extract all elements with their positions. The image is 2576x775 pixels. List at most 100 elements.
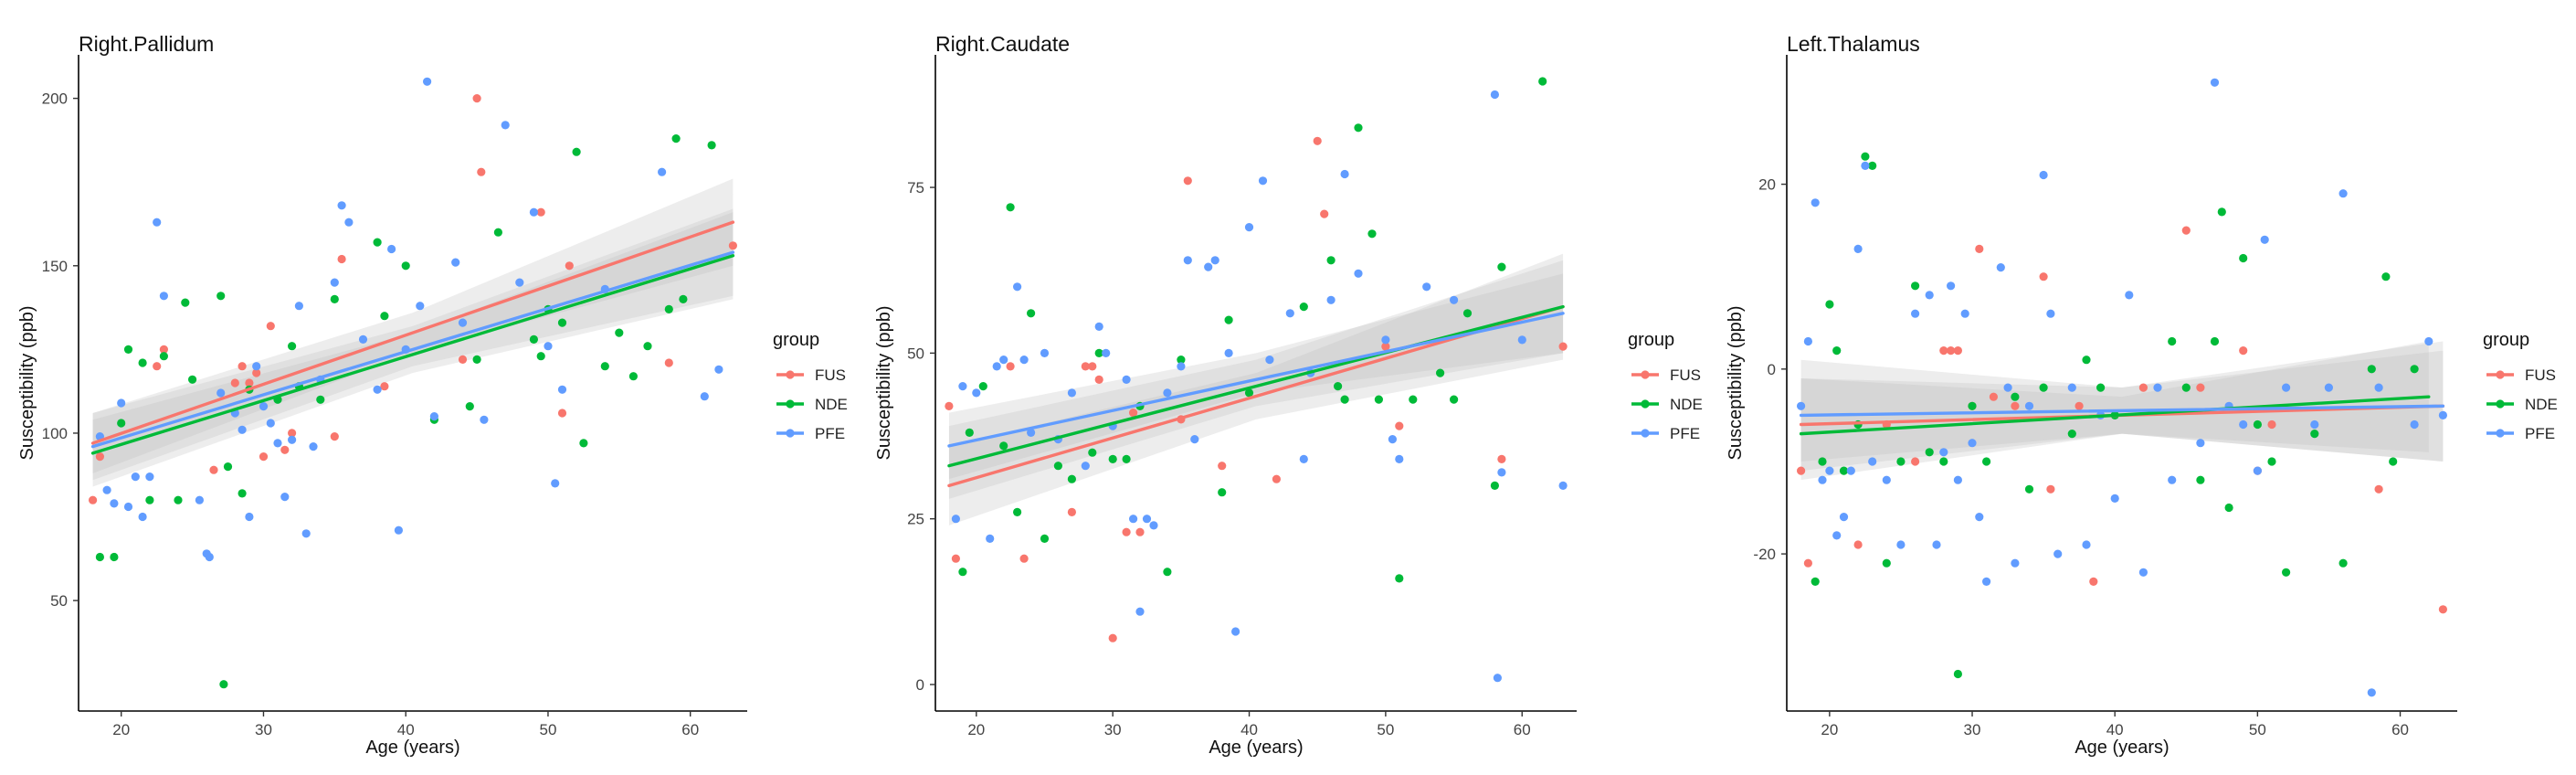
data-point-nde	[219, 680, 228, 689]
data-point-nde	[1450, 395, 1459, 404]
data-point-pfe	[1204, 262, 1213, 271]
data-point-pfe	[1832, 531, 1842, 540]
x-axis-label: Age (years)	[2075, 738, 2169, 758]
data-point-nde	[288, 342, 297, 351]
y-tick-label: 150	[42, 258, 68, 275]
data-point-pfe	[252, 362, 261, 371]
data-point-fus	[1395, 421, 1404, 430]
data-point-fus	[209, 465, 218, 474]
chart-title: Right.Caudate	[935, 32, 1070, 56]
data-point-nde	[579, 439, 588, 448]
legend-label-pfe: PFE	[1670, 425, 1700, 442]
data-point-pfe	[373, 385, 382, 394]
data-point-nde	[159, 352, 168, 361]
data-point-pfe	[1825, 466, 1834, 475]
data-point-pfe	[117, 398, 126, 408]
data-point-fus	[472, 94, 481, 103]
data-point-pfe	[1395, 454, 1404, 463]
data-point-nde	[1462, 309, 1473, 318]
x-tick-label: 20	[112, 721, 130, 738]
data-point-pfe	[2324, 383, 2333, 392]
data-point-pfe	[1129, 515, 1138, 524]
data-point-pfe	[1183, 256, 1192, 265]
y-tick-label: 75	[907, 179, 924, 196]
data-point-pfe	[2253, 466, 2262, 475]
legend-key-point-fus	[786, 370, 795, 379]
data-point-nde	[223, 462, 233, 472]
fit-line-nde	[947, 304, 1565, 468]
legend-key-point-fus	[2496, 370, 2505, 379]
data-point-nde	[1538, 77, 1547, 86]
y-tick-label: 100	[42, 425, 68, 442]
data-point-fus	[266, 322, 275, 331]
data-point-pfe	[1190, 435, 1199, 444]
data-point-fus	[1381, 342, 1390, 351]
data-point-pfe	[1102, 348, 1111, 357]
data-point-nde	[123, 345, 133, 354]
data-point-nde	[2410, 365, 2419, 374]
data-point-pfe	[131, 472, 140, 482]
data-point-nde	[1409, 395, 1418, 404]
data-point-pfe	[2196, 439, 2205, 448]
y-tick-label: 200	[42, 90, 68, 108]
x-tick-label: 60	[681, 721, 699, 738]
x-tick-label: 50	[1377, 721, 1394, 738]
data-point-pfe	[551, 479, 560, 488]
legend-key-point-pfe	[786, 429, 795, 438]
legend-label-fus: FUS	[1670, 366, 1701, 384]
data-point-nde	[95, 552, 104, 562]
data-point-pfe	[1975, 513, 1984, 522]
data-point-pfe	[1497, 468, 1506, 477]
data-point-pfe	[1388, 435, 1397, 444]
data-point-fus	[1067, 507, 1076, 517]
data-point-pfe	[2424, 336, 2433, 346]
legend-label-pfe: PFE	[2525, 425, 2555, 442]
data-point-nde	[1818, 457, 1827, 466]
data-point-pfe	[1490, 90, 1499, 100]
data-point-fus	[2039, 272, 2048, 281]
data-point-fus	[2011, 401, 2020, 410]
data-point-nde	[958, 568, 967, 577]
data-point-nde	[145, 495, 154, 504]
data-point-fus	[2075, 401, 2084, 410]
data-point-pfe	[259, 402, 269, 411]
data-point-nde	[1224, 315, 1233, 324]
x-tick-label: 40	[397, 721, 415, 738]
data-point-pfe	[288, 435, 297, 444]
data-point-pfe	[1882, 475, 1891, 484]
data-point-pfe	[2011, 558, 2020, 568]
data-point-fus	[1081, 362, 1090, 371]
data-point-pfe	[986, 534, 995, 544]
data-point-pfe	[266, 419, 275, 428]
data-point-fus	[1108, 633, 1117, 642]
data-point-pfe	[1797, 401, 1806, 410]
data-point-pfe	[1135, 607, 1145, 616]
data-point-fus	[945, 401, 954, 410]
data-point-nde	[2253, 419, 2262, 430]
data-point-pfe	[1163, 388, 1172, 398]
chart-title: Right.Pallidum	[79, 32, 214, 56]
data-point-pfe	[2239, 419, 2248, 430]
data-point-pfe	[294, 302, 303, 311]
data-point-pfe	[544, 342, 553, 351]
data-point-pfe	[1853, 244, 1863, 253]
data-point-fus	[1911, 457, 1920, 466]
data-point-nde	[2168, 336, 2177, 346]
x-tick-label: 20	[1821, 721, 1838, 738]
data-point-nde	[572, 147, 581, 156]
data-point-nde	[1354, 123, 1363, 133]
data-point-nde	[529, 334, 539, 344]
x-tick-label: 30	[1964, 721, 1981, 738]
x-tick-label: 60	[1514, 721, 1531, 738]
panel-right-caudate: Right.Caudate 20 30 40 50 60 0 25 50 75 Age (years…	[874, 32, 1703, 758]
data-point-fus	[1497, 454, 1506, 463]
legend-key-point-pfe	[2496, 429, 2505, 438]
data-point-nde	[2282, 568, 2291, 577]
y-tick-label: 0	[916, 676, 924, 694]
data-point-pfe	[195, 495, 204, 504]
data-point-nde	[1040, 534, 1050, 544]
fit-line-pfe	[1799, 404, 2445, 418]
data-point-pfe	[1149, 521, 1158, 530]
data-point-nde	[1868, 161, 1877, 170]
data-point-pfe	[972, 388, 981, 398]
